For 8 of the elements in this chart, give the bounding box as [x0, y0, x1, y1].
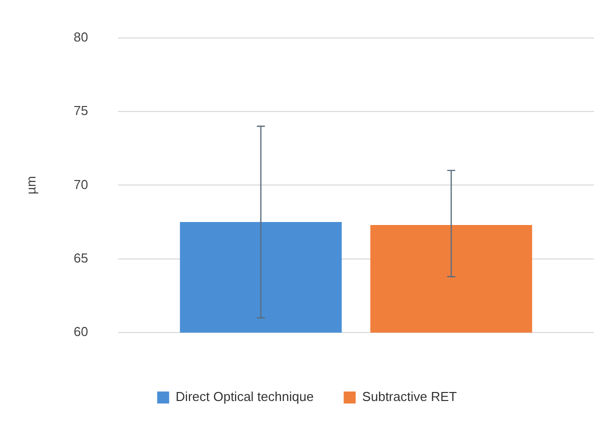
y-tick-label: 75 — [74, 103, 88, 118]
legend-label: Direct Optical technique — [176, 389, 314, 404]
y-axis-title: µm — [23, 176, 38, 194]
y-tick-label: 65 — [74, 250, 88, 266]
y-tick-label: 80 — [74, 29, 88, 44]
y-tick-label: 70 — [74, 176, 88, 192]
legend-label: Subtractive RET — [362, 389, 457, 404]
y-tick-label: 60 — [74, 324, 88, 340]
